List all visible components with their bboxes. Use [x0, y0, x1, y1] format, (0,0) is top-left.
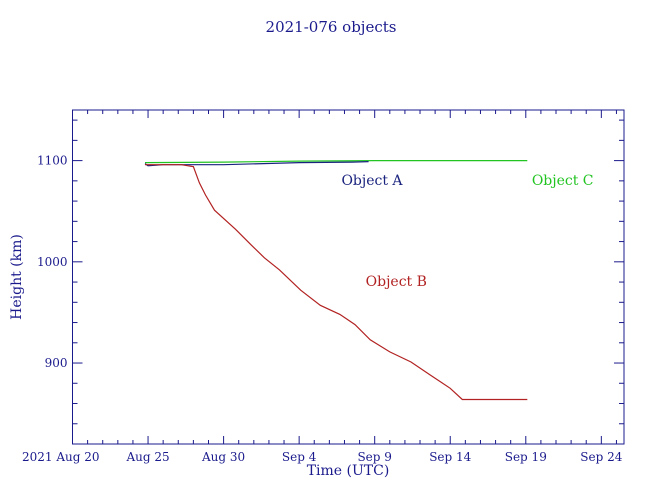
series-line-object-a — [144, 161, 369, 167]
series-line-object-b — [145, 164, 528, 401]
x-tick-label: Sep 4 — [282, 450, 317, 464]
chart-title: 2021-076 objects — [266, 18, 397, 36]
y-tick-label: 1000 — [37, 255, 68, 269]
x-tick-label: Sep 14 — [429, 450, 471, 464]
x-tick-label: Sep 19 — [505, 450, 547, 464]
y-axis-label: Height (km) — [9, 234, 25, 320]
series-label: Object B — [366, 274, 427, 290]
x-axis-label: Time (UTC) — [307, 463, 390, 479]
y-tick-label: 1100 — [37, 154, 68, 168]
y-tick-label: 900 — [45, 356, 68, 370]
x-tick-label: Aug 25 — [125, 450, 169, 464]
x-tick-label: Aug 30 — [201, 450, 245, 464]
x-tick-label: Sep 24 — [580, 450, 622, 464]
plot-frame — [72, 109, 625, 445]
series-line-object-c — [144, 160, 528, 164]
x-tick-label: Sep 9 — [357, 450, 391, 464]
x-tick-label: 2021 Aug 20 — [22, 450, 100, 464]
series-label: Object A — [341, 173, 403, 189]
series-label: Object C — [532, 173, 594, 189]
